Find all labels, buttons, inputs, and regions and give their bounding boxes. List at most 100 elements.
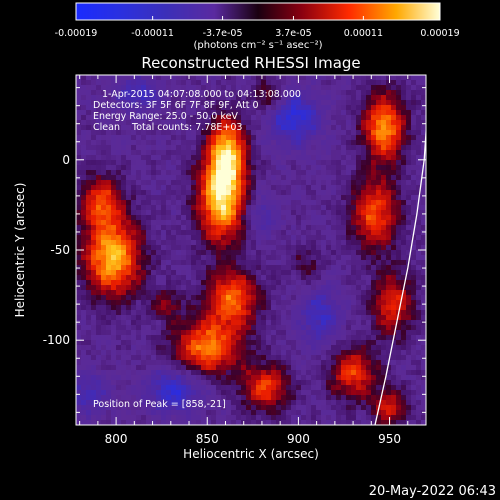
heatmap-pixel [296, 215, 302, 221]
heatmap-pixel [126, 225, 132, 231]
heatmap-pixel [111, 260, 117, 266]
heatmap-pixel [361, 115, 367, 121]
heatmap-pixel [236, 245, 242, 251]
heatmap-pixel [416, 315, 422, 321]
heatmap-pixel [191, 340, 197, 346]
heatmap-pixel [191, 175, 197, 181]
heatmap-pixel [316, 315, 322, 321]
heatmap-pixel [411, 300, 417, 306]
heatmap-pixel [391, 365, 397, 371]
heatmap-pixel [131, 245, 137, 251]
heatmap-pixel [301, 345, 307, 351]
heatmap-pixel [331, 330, 337, 336]
heatmap-pixel [386, 295, 392, 301]
heatmap-pixel [351, 145, 357, 151]
heatmap-pixel [356, 100, 362, 106]
heatmap-pixel [141, 105, 147, 111]
heatmap-pixel [141, 120, 147, 126]
heatmap-pixel [361, 380, 367, 386]
heatmap-pixel [321, 420, 327, 425]
heatmap-pixel [396, 340, 402, 346]
heatmap-pixel [266, 90, 272, 96]
heatmap-pixel [191, 90, 197, 96]
heatmap-pixel [386, 170, 392, 176]
heatmap-pixel [416, 230, 422, 236]
heatmap-pixel [126, 295, 132, 301]
heatmap-pixel [271, 225, 277, 231]
colorbar-tick-label: 3.7e-05 [275, 28, 311, 39]
heatmap-pixel [396, 220, 402, 226]
heatmap-pixel [141, 320, 147, 326]
heatmap-pixel [211, 145, 217, 151]
heatmap-pixel [141, 245, 147, 251]
heatmap-pixel [356, 305, 362, 311]
heatmap-pixel [121, 220, 127, 226]
heatmap-pixel [291, 340, 297, 346]
heatmap-pixel [356, 245, 362, 251]
heatmap-pixel [356, 155, 362, 161]
heatmap-pixel [161, 90, 167, 96]
heatmap-pixel [216, 195, 222, 201]
heatmap-pixel [136, 80, 142, 86]
heatmap-pixel [406, 240, 412, 246]
heatmap-pixel [146, 345, 152, 351]
heatmap-pixel [381, 410, 387, 416]
heatmap-pixel [341, 75, 347, 81]
heatmap-pixel [396, 400, 402, 406]
heatmap-pixel [241, 185, 247, 191]
heatmap-pixel [251, 405, 257, 411]
heatmap-pixel [126, 205, 132, 211]
heatmap-pixel [406, 410, 412, 416]
heatmap-pixel [391, 355, 397, 361]
heatmap-pixel [116, 350, 122, 356]
heatmap-pixel [396, 370, 402, 376]
heatmap-pixel [96, 305, 102, 311]
heatmap-pixel [396, 330, 402, 336]
heatmap-pixel [276, 160, 282, 166]
heatmap-pixel [286, 210, 292, 216]
heatmap-pixel [416, 180, 422, 186]
heatmap-pixel [101, 340, 107, 346]
heatmap-pixel [276, 280, 282, 286]
heatmap-pixel [266, 395, 272, 401]
heatmap-pixel [201, 315, 207, 321]
heatmap-pixel [226, 340, 232, 346]
heatmap-pixel [221, 250, 227, 256]
heatmap-pixel [176, 145, 182, 151]
heatmap-pixel [316, 100, 322, 106]
heatmap-pixel [271, 100, 277, 106]
heatmap-pixel [421, 140, 426, 146]
heatmap-pixel [296, 400, 302, 406]
heatmap-pixel [166, 250, 172, 256]
heatmap-pixel [191, 410, 197, 416]
heatmap-pixel [236, 340, 242, 346]
heatmap-pixel [421, 405, 426, 411]
heatmap-pixel [341, 185, 347, 191]
heatmap-pixel [421, 350, 426, 356]
heatmap-pixel [376, 150, 382, 156]
heatmap-pixel [261, 365, 267, 371]
heatmap-pixel [411, 245, 417, 251]
heatmap-pixel [221, 270, 227, 276]
heatmap-pixel [371, 300, 377, 306]
heatmap-pixel [336, 225, 342, 231]
heatmap-pixel [246, 190, 252, 196]
heatmap-pixel [306, 105, 312, 111]
heatmap-pixel [261, 190, 267, 196]
heatmap-pixel [356, 85, 362, 91]
heatmap-pixel [276, 410, 282, 416]
heatmap-pixel [281, 320, 287, 326]
heatmap-pixel [141, 400, 147, 406]
heatmap-pixel [76, 150, 82, 156]
heatmap-pixel [276, 85, 282, 91]
heatmap-pixel [316, 230, 322, 236]
heatmap-pixel [421, 120, 426, 126]
heatmap-pixel [236, 135, 242, 141]
heatmap-pixel [81, 260, 87, 266]
heatmap-pixel [321, 275, 327, 281]
heatmap-pixel [376, 205, 382, 211]
heatmap-pixel [266, 185, 272, 191]
heatmap-pixel [296, 100, 302, 106]
heatmap-pixel [276, 125, 282, 131]
heatmap-pixel [206, 290, 212, 296]
